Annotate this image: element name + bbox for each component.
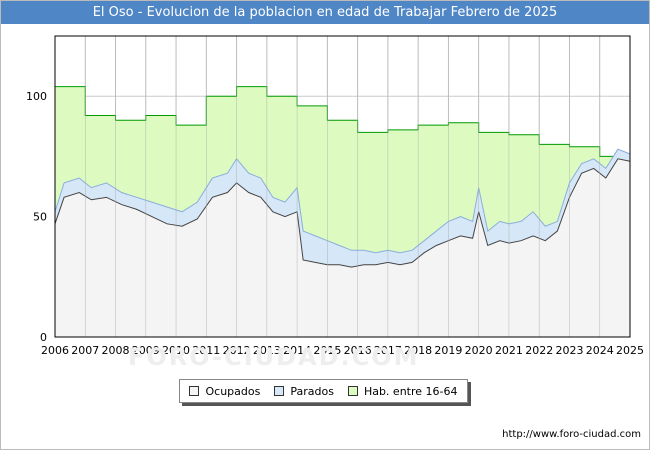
source-url: http://www.foro-ciudad.com: [502, 429, 641, 440]
y-tick-label: 0: [40, 331, 47, 344]
x-tick-label: 2010: [162, 344, 190, 357]
x-tick-label: 2014: [283, 344, 311, 357]
x-tick-label: 2013: [253, 344, 281, 357]
x-tick-label: 2019: [434, 344, 462, 357]
x-tick-label: 2024: [586, 344, 614, 357]
x-tick-label: 2011: [192, 344, 220, 357]
legend: Ocupados Parados Hab. entre 16-64: [179, 379, 468, 403]
x-tick-label: 2008: [102, 344, 130, 357]
x-tick-label: 2018: [404, 344, 432, 357]
legend-label-parados: Parados: [290, 384, 334, 398]
x-tick-label: 2023: [555, 344, 583, 357]
legend-item-hab: Hab. entre 16-64: [347, 384, 458, 398]
y-tick-label: 100: [26, 90, 47, 103]
legend-label-ocupados: Ocupados: [205, 384, 261, 398]
x-tick-label: 2020: [465, 344, 493, 357]
x-tick-label: 2006: [41, 344, 69, 357]
x-tick-label: 2007: [71, 344, 99, 357]
x-tick-label: 2016: [344, 344, 372, 357]
x-tick-label: 2012: [223, 344, 251, 357]
legend-item-ocupados: Ocupados: [189, 385, 260, 398]
legend-swatch-ocupados: [189, 386, 200, 396]
x-tick-label: 2017: [374, 344, 402, 357]
x-tick-label: 2015: [313, 344, 341, 357]
plot-border: [54, 35, 631, 338]
y-tick-label: 50: [33, 211, 47, 224]
watermark-text: FORO-CIUDAD.COM: [128, 343, 420, 371]
x-tick-label: 2022: [525, 344, 553, 357]
x-tick-label: 2009: [132, 344, 160, 357]
legend-swatch-parados: [274, 386, 285, 396]
legend-item-parados: Parados: [274, 385, 334, 398]
legend-swatch-hab: [347, 386, 358, 396]
series-area-ocupados: [55, 158, 630, 337]
series-line-hab: [55, 86, 630, 157]
legend-label-hab: Hab. entre 16-64: [363, 384, 458, 398]
chart-title: El Oso - Evolucion de la poblacion en ed…: [1, 1, 649, 24]
x-tick-label: 2021: [495, 344, 523, 357]
x-tick-label: 2025: [616, 344, 644, 357]
